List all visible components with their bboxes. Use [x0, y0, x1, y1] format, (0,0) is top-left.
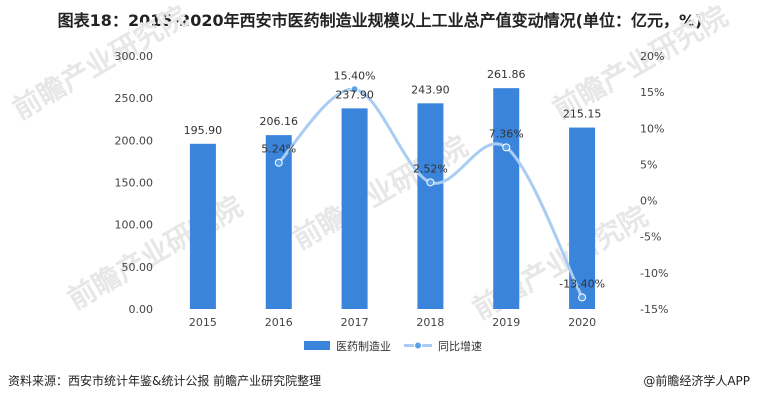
legend-line-label: 同比增速	[438, 339, 482, 353]
growth-rate-point	[350, 85, 359, 94]
y-right-tick-label: 15%	[640, 86, 664, 99]
line-layer	[274, 85, 587, 302]
x-tick-label: 2017	[341, 316, 369, 329]
legend-line-marker	[414, 341, 422, 350]
y-right-tick-label: -15%	[640, 303, 668, 316]
growth-rate-point	[502, 143, 511, 152]
bar	[493, 88, 520, 309]
bar	[417, 103, 444, 309]
bar-value-label: 215.15	[563, 108, 602, 121]
legend-bar-label: 医药制造业	[336, 339, 391, 353]
source-note: 资料来源：西安市统计年鉴&统计公报 前瞻产业研究院整理	[8, 374, 322, 388]
watermark-text: 前瞻产业研究院	[62, 189, 248, 316]
y-left-tick-label: 250.00	[115, 92, 154, 105]
x-tick-label: 2018	[416, 316, 444, 329]
bar-value-label: 261.86	[487, 68, 526, 81]
legend-bar-swatch	[304, 341, 330, 350]
x-tick-label: 2015	[189, 316, 217, 329]
axis-layer: 0.00 50.00 100.00 150.00 200.00 250.00 300.00 -…	[115, 50, 669, 329]
growth-rate-label: 2.52%	[413, 162, 448, 175]
bar-value-label: 195.90	[184, 124, 223, 137]
growth-rate-point	[578, 293, 587, 302]
growth-rate-point	[274, 158, 283, 167]
y-right-tick-label: 5%	[640, 158, 657, 171]
y-right-tick-label: 10%	[640, 122, 664, 135]
growth-rate-label: 5.24%	[261, 143, 296, 156]
growth-rate-point	[426, 178, 435, 187]
y-left-tick-label: 0.00	[129, 303, 154, 316]
bar-value-label: 206.16	[260, 115, 299, 128]
watermark-text: 前瞻产业研究院	[287, 129, 473, 256]
y-right-tick-label: -10%	[640, 267, 668, 280]
y-right-tick-label: 0%	[640, 195, 657, 208]
y-left-tick-label: 200.00	[115, 134, 154, 147]
y-left-tick-label: 150.00	[115, 177, 154, 190]
x-tick-label: 2020	[568, 316, 596, 329]
watermark-text: 前瞻产业研究院	[7, 0, 193, 126]
bars-layer	[189, 88, 596, 310]
bar	[189, 143, 216, 309]
y-left-tick-label: 300.00	[115, 50, 154, 63]
chart-title: 图表18：2015-2020年西安市医药制造业规模以上工业总产值变动情况(单位：…	[57, 11, 703, 30]
y-right-tick-label: -5%	[640, 231, 661, 244]
x-tick-label: 2019	[492, 316, 520, 329]
brand-credit: @前瞻经济学人APP	[643, 374, 750, 388]
x-tick-label: 2016	[265, 316, 293, 329]
bar-value-label: 237.90	[335, 88, 374, 101]
growth-rate-label: 7.36%	[489, 127, 524, 140]
y-right-tick-label: 20%	[640, 50, 664, 63]
growth-rate-label: 15.40%	[334, 69, 376, 82]
y-left-tick-label: 100.00	[115, 219, 154, 232]
y-left-tick-label: 50.00	[122, 261, 154, 274]
legend: 医药制造业 同比增速	[304, 339, 482, 353]
bar-value-label: 243.90	[411, 83, 450, 96]
growth-rate-label: -13.40%	[559, 277, 605, 290]
labels-layer: 195.90 206.16 237.90 243.90 261.86 215.15 5.24…	[184, 68, 605, 290]
bar	[341, 108, 368, 309]
